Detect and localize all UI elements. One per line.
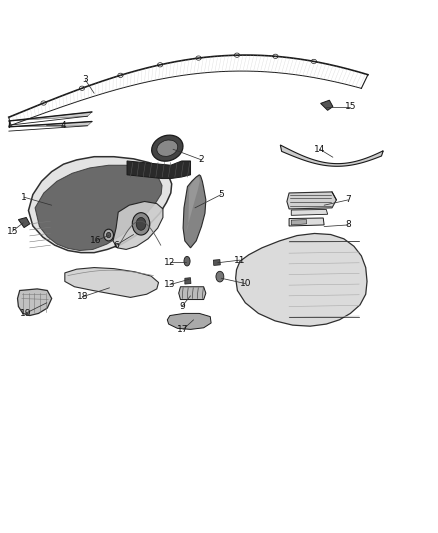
Text: 17: 17 bbox=[177, 325, 189, 334]
Polygon shape bbox=[213, 260, 220, 265]
Text: 9: 9 bbox=[179, 302, 185, 311]
Polygon shape bbox=[289, 218, 324, 226]
Polygon shape bbox=[167, 313, 211, 329]
Polygon shape bbox=[186, 177, 200, 233]
Ellipse shape bbox=[104, 229, 113, 241]
Text: 15: 15 bbox=[7, 227, 18, 236]
Text: 2: 2 bbox=[199, 156, 204, 164]
Polygon shape bbox=[236, 233, 367, 326]
Text: 7: 7 bbox=[345, 196, 351, 204]
Polygon shape bbox=[18, 289, 52, 316]
Text: 3: 3 bbox=[82, 76, 88, 84]
Polygon shape bbox=[9, 122, 92, 127]
Ellipse shape bbox=[132, 213, 150, 235]
Polygon shape bbox=[9, 112, 92, 121]
Ellipse shape bbox=[152, 135, 183, 161]
Text: 15: 15 bbox=[345, 102, 356, 111]
Text: 6: 6 bbox=[113, 241, 119, 249]
Text: 18: 18 bbox=[77, 293, 88, 301]
Polygon shape bbox=[185, 278, 191, 284]
Polygon shape bbox=[28, 157, 172, 253]
Ellipse shape bbox=[184, 256, 190, 266]
Text: 16: 16 bbox=[90, 237, 101, 245]
Polygon shape bbox=[65, 268, 159, 297]
Text: 4: 4 bbox=[61, 121, 66, 130]
Ellipse shape bbox=[136, 217, 146, 230]
Ellipse shape bbox=[157, 140, 178, 156]
Ellipse shape bbox=[106, 232, 111, 238]
Text: 11: 11 bbox=[234, 256, 246, 264]
Text: 5: 5 bbox=[218, 190, 224, 199]
Ellipse shape bbox=[216, 271, 224, 282]
Text: 10: 10 bbox=[240, 279, 251, 288]
Polygon shape bbox=[179, 287, 206, 300]
Text: 1: 1 bbox=[21, 193, 27, 201]
Polygon shape bbox=[287, 192, 336, 209]
Polygon shape bbox=[321, 100, 333, 110]
Text: 8: 8 bbox=[345, 221, 351, 229]
Polygon shape bbox=[291, 220, 307, 225]
Polygon shape bbox=[18, 217, 30, 228]
Polygon shape bbox=[280, 145, 383, 166]
Text: 12: 12 bbox=[164, 258, 176, 266]
Text: 13: 13 bbox=[164, 280, 176, 289]
Polygon shape bbox=[183, 175, 206, 248]
Polygon shape bbox=[35, 165, 162, 251]
Polygon shape bbox=[127, 161, 191, 179]
Polygon shape bbox=[291, 209, 328, 215]
Text: 14: 14 bbox=[314, 145, 325, 154]
Polygon shape bbox=[113, 201, 163, 249]
Text: 19: 19 bbox=[20, 309, 31, 318]
